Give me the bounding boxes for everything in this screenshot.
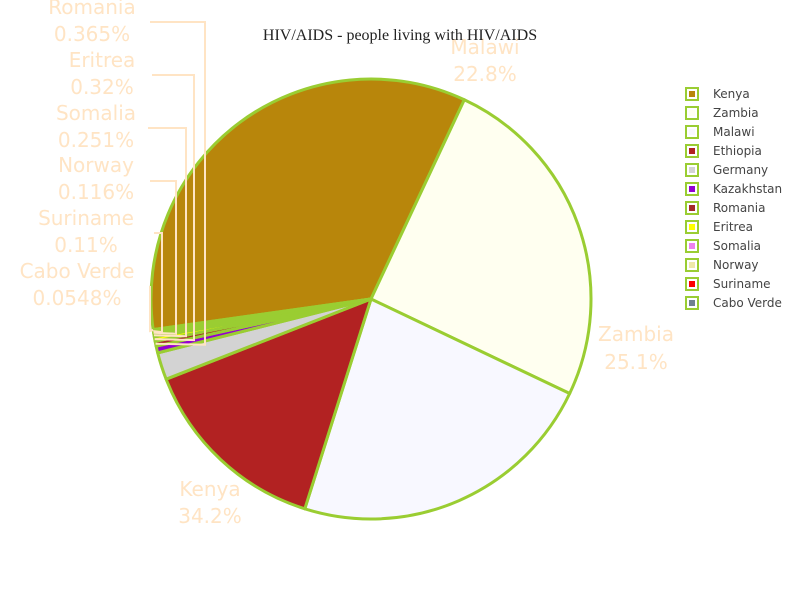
legend-swatch-norway	[689, 262, 695, 268]
leader-line-norway	[150, 180, 177, 335]
legend-label-malawi: Malawi	[713, 125, 755, 139]
pie-slices	[149, 77, 593, 521]
slice-label-kenya: Kenya	[179, 477, 240, 501]
slice-percent-cabo-verde: 0.0548%	[33, 286, 122, 310]
slice-percent-somalia: 0.251%	[58, 128, 134, 152]
legend-swatch-kenya	[689, 91, 695, 97]
slice-percent-kenya: 34.2%	[178, 504, 242, 528]
legend-label-romania: Romania	[713, 201, 765, 215]
legend-label-germany: Germany	[713, 163, 768, 177]
legend-item-germany[interactable]: Germany	[685, 163, 768, 177]
legend-swatch-ethiopia	[689, 148, 695, 154]
legend-label-cabo-verde: Cabo Verde	[713, 296, 782, 310]
slice-percent-eritrea: 0.32%	[70, 75, 134, 99]
legend-swatch-eritrea	[689, 224, 695, 230]
slice-label-cabo-verde: Cabo Verde	[20, 259, 135, 283]
legend-item-kenya[interactable]: Kenya	[685, 87, 750, 101]
legend-item-eritrea[interactable]: Eritrea	[685, 220, 753, 234]
legend-item-somalia[interactable]: Somalia	[685, 239, 761, 253]
legend-swatch-cabo-verde	[689, 300, 695, 306]
slice-percent-suriname: 0.11%	[54, 233, 118, 257]
legend-swatch-kazakhstan	[689, 186, 695, 192]
legend-item-cabo-verde[interactable]: Cabo Verde	[685, 296, 782, 310]
legend-item-norway[interactable]: Norway	[685, 258, 759, 272]
legend-label-somalia: Somalia	[713, 239, 761, 253]
legend-label-eritrea: Eritrea	[713, 220, 753, 234]
legend-item-malawi[interactable]: Malawi	[685, 125, 755, 139]
legend: Kenya Zambia Malawi Ethiopia Germany Kazakhst…	[685, 87, 782, 310]
slice-percent-norway: 0.116%	[58, 180, 134, 204]
slice-label-eritrea: Eritrea	[69, 48, 136, 72]
legend-item-ethiopia[interactable]: Ethiopia	[685, 144, 762, 158]
legend-swatch-somalia	[689, 243, 695, 249]
pie-slice-ethiopia	[164, 297, 373, 511]
legend-item-suriname[interactable]: Suriname	[685, 277, 771, 291]
slice-label-somalia: Somalia	[56, 101, 136, 125]
legend-swatch-germany	[689, 167, 695, 173]
leader-line-eritrea	[152, 74, 195, 342]
leader-line-cabo-verde	[149, 286, 154, 333]
slice-label-suriname: Suriname	[38, 206, 134, 230]
leader-line-romania	[150, 21, 206, 346]
slice-label-zambia: Zambia	[598, 322, 674, 346]
leader-lines	[148, 21, 206, 346]
legend-label-kenya: Kenya	[713, 87, 750, 101]
legend-swatch-romania	[689, 205, 695, 211]
legend-label-suriname: Suriname	[713, 277, 771, 291]
pie-slice-malawi	[303, 297, 572, 521]
legend-item-zambia[interactable]: Zambia	[685, 106, 759, 120]
leader-line-somalia	[148, 127, 187, 338]
slice-percent-malawi: 22.8%	[453, 62, 517, 86]
legend-label-ethiopia: Ethiopia	[713, 144, 762, 158]
slice-percent-zambia: 25.1%	[604, 350, 668, 374]
legend-label-norway: Norway	[713, 258, 759, 272]
legend-label-kazakhstan: Kazakhstan	[713, 182, 782, 196]
slice-labels: Kenya 34.2% Zambia 25.1% Malawi 22.8% Romania 0…	[20, 0, 674, 528]
legend-swatch-zambia	[689, 110, 695, 116]
slice-percent-romania: 0.365%	[54, 22, 130, 46]
pie-slice-kenya	[149, 77, 466, 332]
slice-label-malawi: Malawi	[450, 35, 519, 59]
legend-label-zambia: Zambia	[713, 106, 759, 120]
legend-item-kazakhstan[interactable]: Kazakhstan	[685, 182, 782, 196]
pie-slice-zambia	[369, 98, 593, 396]
slice-label-romania: Romania	[48, 0, 135, 19]
legend-item-romania[interactable]: Romania	[685, 201, 765, 215]
legend-swatch-malawi	[689, 129, 695, 135]
leader-line-suriname	[153, 232, 163, 334]
slice-label-norway: Norway	[58, 153, 134, 177]
chart-title: HIV/AIDS - people living with HIV/AIDS	[263, 27, 537, 44]
legend-swatch-suriname	[689, 281, 695, 287]
